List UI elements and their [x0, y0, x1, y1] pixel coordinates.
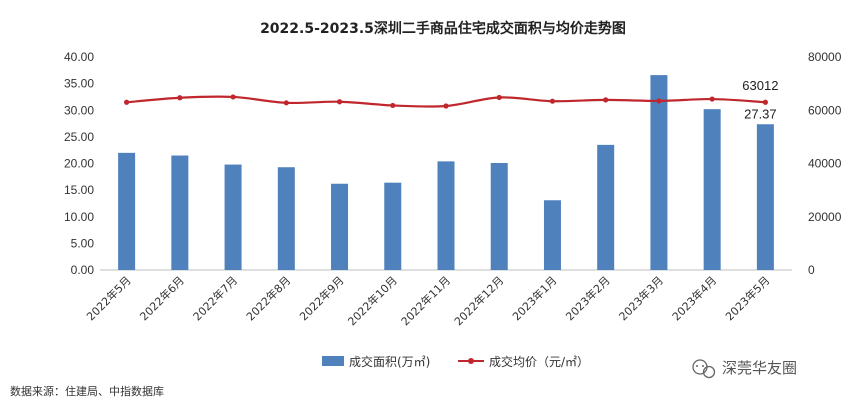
bar — [703, 109, 721, 270]
x-tick-label: 2022年10月 — [345, 273, 400, 328]
x-tick-label: 2023年2月 — [563, 273, 613, 323]
line-point — [603, 97, 609, 103]
right-tick-label: 60000 — [808, 103, 842, 117]
watermark-text: 深莞华友圈 — [722, 359, 797, 377]
left-tick-label: 25.00 — [64, 130, 94, 144]
x-tick-label: 2022年11月 — [398, 273, 453, 328]
line-point — [336, 99, 343, 105]
x-tick-label: 2023年4月 — [669, 273, 719, 323]
bar — [331, 183, 349, 270]
legend-line-marker — [468, 358, 474, 364]
left-tick-label: 30.00 — [64, 103, 94, 117]
x-tick-label: 2023年3月 — [616, 273, 666, 323]
left-tick-label: 40.00 — [64, 50, 94, 64]
line-point — [177, 95, 183, 101]
line-point — [443, 103, 449, 109]
source-note: 数据来源：住建局、中指数据库 — [10, 384, 164, 398]
line-point — [496, 94, 502, 101]
x-tick-label: 2022年9月 — [296, 273, 346, 323]
bar — [437, 161, 455, 270]
left-tick-label: 15.00 — [64, 183, 94, 197]
line-series — [124, 94, 768, 109]
bar — [118, 152, 136, 270]
bar — [384, 182, 402, 270]
left-tick-label: 10.00 — [64, 210, 94, 224]
bar — [597, 144, 615, 270]
bar-series — [118, 75, 774, 270]
left-tick-label: 20.00 — [64, 157, 94, 171]
line-point — [390, 102, 396, 109]
legend-bar-swatch — [322, 356, 344, 366]
right-axis-ticks: 0 20000 40000 60000 80000 — [808, 50, 842, 277]
legend: 成交面积(万㎡) 成交均价（元/㎡） — [322, 354, 589, 369]
right-tick-label: 0 — [808, 263, 815, 277]
left-tick-label: 0.00 — [71, 263, 95, 277]
line-point — [124, 99, 130, 105]
data-labels: 63012 27.37 — [742, 78, 778, 121]
bar — [277, 167, 295, 270]
x-tick-label: 2022年8月 — [243, 273, 293, 323]
left-axis-ticks: 0.00 5.00 10.00 15.00 20.00 25.00 30.00 35.00 40… — [64, 50, 94, 277]
left-tick-label: 35.00 — [64, 77, 94, 91]
x-tick-label: 2022年7月 — [190, 273, 240, 323]
wechat-icon — [692, 359, 716, 379]
bar — [490, 162, 508, 270]
line-point — [656, 98, 662, 104]
left-tick-label: 5.00 — [71, 236, 95, 250]
right-tick-label: 80000 — [808, 50, 842, 64]
right-tick-label: 40000 — [808, 157, 842, 171]
x-tick-label: 2022年6月 — [137, 273, 187, 323]
x-tick-label: 2023年5月 — [722, 273, 772, 323]
right-tick-label: 20000 — [808, 210, 842, 224]
bar — [756, 124, 774, 270]
line-point — [283, 100, 289, 106]
line-point — [549, 98, 556, 104]
x-tick-label: 2022年12月 — [451, 273, 506, 328]
line-point — [709, 96, 715, 102]
data-label: 63012 — [742, 78, 778, 93]
bar — [650, 75, 668, 270]
line-point — [230, 94, 236, 100]
data-label: 27.37 — [744, 106, 777, 121]
legend-bar-label: 成交面积(万㎡) — [349, 354, 430, 369]
bar — [171, 155, 189, 270]
x-tick-label: 2022年5月 — [84, 273, 134, 323]
x-tick-label: 2023年1月 — [509, 273, 559, 323]
chart-title: 2022.5-2023.5深圳二手商品住宅成交面积与均价走势图 — [260, 20, 626, 37]
bar — [543, 200, 561, 270]
legend-line-label: 成交均价（元/㎡） — [489, 354, 589, 369]
x-axis-ticks: 2022年5月 2022年6月 2022年7月 2022年8月 2022年9月2022年… — [84, 273, 773, 328]
bar — [224, 164, 242, 270]
line-point — [762, 99, 768, 105]
